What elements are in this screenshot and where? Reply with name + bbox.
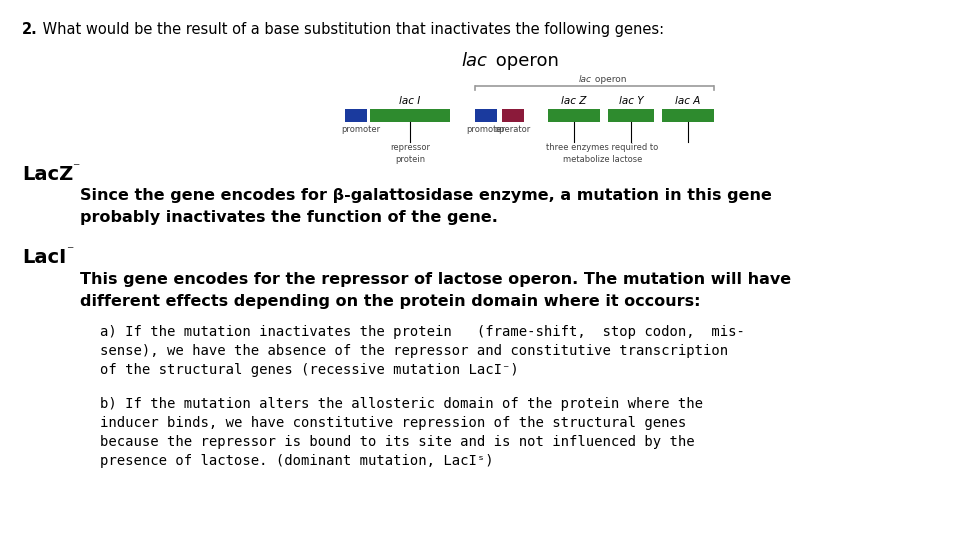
Text: inducer binds, we have constitutive repression of the structural genes: inducer binds, we have constitutive repr… bbox=[100, 416, 686, 430]
Text: of the structural genes (recessive mutation LacI⁻): of the structural genes (recessive mutat… bbox=[100, 363, 518, 377]
Text: probably inactivates the function of the gene.: probably inactivates the function of the… bbox=[80, 210, 498, 225]
Text: LacI: LacI bbox=[22, 248, 66, 267]
Text: LacZ: LacZ bbox=[22, 165, 73, 184]
Text: This gene encodes for the repressor of lactose operon. The mutation will have: This gene encodes for the repressor of l… bbox=[80, 272, 791, 287]
Bar bbox=[548, 109, 600, 122]
Text: lac I: lac I bbox=[399, 96, 420, 105]
Bar bbox=[345, 109, 367, 122]
Text: promoter: promoter bbox=[342, 125, 380, 133]
Bar bbox=[502, 109, 524, 122]
Bar bbox=[370, 109, 450, 122]
Text: presence of lactose. (dominant mutation, LacIˢ): presence of lactose. (dominant mutation,… bbox=[100, 454, 493, 468]
Text: three enzymes required to
metabolize lactose: three enzymes required to metabolize lac… bbox=[546, 144, 659, 164]
Text: different effects depending on the protein domain where it occours:: different effects depending on the prote… bbox=[80, 294, 701, 309]
Text: b) If the mutation alters the allosteric domain of the protein where the: b) If the mutation alters the allosteric… bbox=[100, 397, 703, 411]
Text: lac: lac bbox=[461, 52, 487, 70]
Text: ⁻: ⁻ bbox=[72, 161, 80, 175]
Text: a) If the mutation inactivates the protein   (frame-shift,  stop codon,  mis-: a) If the mutation inactivates the prote… bbox=[100, 325, 745, 339]
Text: lac: lac bbox=[579, 75, 591, 84]
Text: operon: operon bbox=[591, 75, 626, 84]
Text: ⁻: ⁻ bbox=[66, 244, 73, 258]
Text: operator: operator bbox=[494, 125, 531, 133]
Bar bbox=[475, 109, 497, 122]
Text: lac Y: lac Y bbox=[618, 96, 643, 105]
Text: repressor
protein: repressor protein bbox=[390, 144, 430, 164]
Text: What would be the result of a base substitution that inactivates the following g: What would be the result of a base subst… bbox=[38, 22, 664, 37]
Text: lac A: lac A bbox=[675, 96, 701, 105]
Bar bbox=[662, 109, 714, 122]
Bar bbox=[608, 109, 654, 122]
Text: 2.: 2. bbox=[22, 22, 37, 37]
Text: because the repressor is bound to its site and is not influenced by the: because the repressor is bound to its si… bbox=[100, 435, 695, 449]
Text: Since the gene encodes for β-galattosidase enzyme, a mutation in this gene: Since the gene encodes for β-galattosida… bbox=[80, 188, 772, 203]
Text: lac Z: lac Z bbox=[562, 96, 587, 105]
Text: operon: operon bbox=[490, 52, 559, 70]
Text: promoter: promoter bbox=[467, 125, 506, 133]
Text: sense), we have the absence of the repressor and constitutive transcription: sense), we have the absence of the repre… bbox=[100, 344, 728, 358]
